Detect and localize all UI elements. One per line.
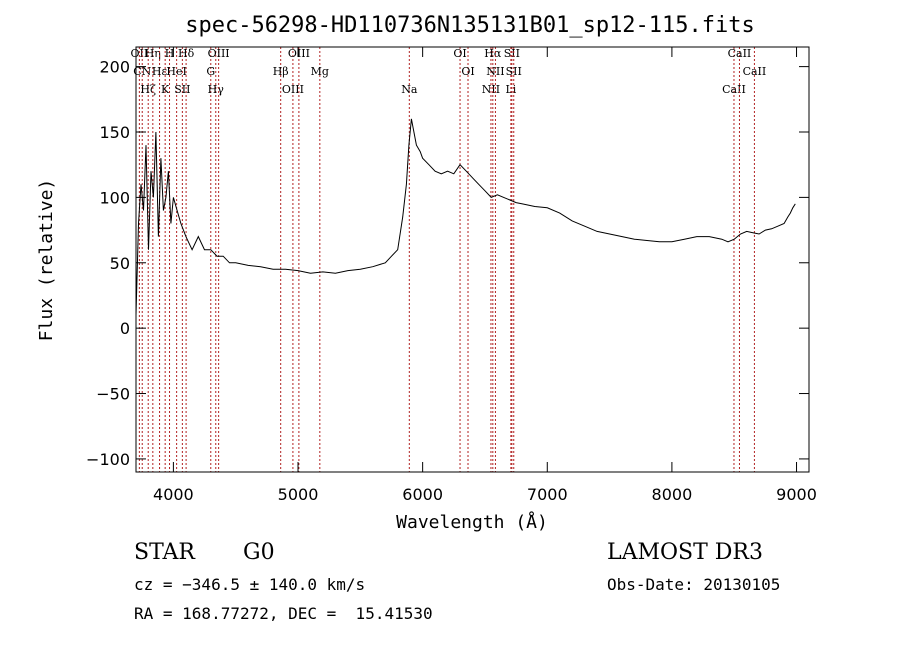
y-tick-label: −50 [96,385,130,404]
survey-name: LAMOST DR3 [607,540,763,565]
line-label: Hγ [208,83,225,96]
plot-frame [135,46,810,473]
line-label: G [206,65,215,78]
line-label: H [165,47,175,60]
line-label: Hδ [178,47,195,60]
line-label: OI [461,65,474,78]
line-label: NII [482,83,500,96]
line-label: Hζ [140,83,156,96]
line-label: Hε [152,65,168,78]
spectrum-line [135,118,796,316]
line-label: OIII [282,83,304,96]
axes: 4000 5000 6000 7000 8000 9000 −100 −50 0 50 100 150… [86,47,817,504]
spectrum-chart: spec-56298-HD110736N135131B01_sp12-115.f… [36,13,817,533]
observation-date: Obs-Date: 20130105 [607,575,781,594]
line-label: CaII [728,47,752,60]
x-tick-label: 5000 [278,485,319,504]
line-label: OII [131,47,149,60]
y-tick-label: 50 [110,254,130,273]
line-label: SII [174,83,190,96]
line-label: Hα [484,47,502,60]
redshift-cz: cz = −346.5 ± 140.0 km/s [134,575,366,594]
line-label: HeI [166,65,186,78]
object-class: STAR [134,540,195,565]
line-label: OIII [208,47,230,60]
object-subclass: G0 [243,540,275,565]
line-label: SII [506,65,522,78]
y-tick-label: 100 [99,188,130,207]
y-tick-label: 150 [99,123,130,142]
line-label: Mg [311,65,329,78]
y-axis-label: Flux (relative) [36,179,57,342]
x-tick-label: 4000 [153,485,194,504]
line-markers: OIICNHζHηHεKHHeISIIHδGHγOIIIHβOIIIOIIIMg… [131,47,767,472]
y-tick-label: −100 [86,450,130,469]
x-tick-label: 7000 [527,485,568,504]
line-label: Hβ [273,65,289,78]
line-label: K [161,83,170,96]
x-tick-label: 6000 [402,485,443,504]
y-tick-label: 200 [99,58,130,77]
line-label: Li [505,83,516,96]
line-label: Hη [145,47,161,60]
line-label: OI [453,47,466,60]
x-tick-label: 8000 [652,485,693,504]
chart-title: spec-56298-HD110736N135131B01_sp12-115.f… [185,13,755,38]
y-tick-label: 0 [120,319,130,338]
line-label: CN [133,65,151,78]
line-label: CaII [743,65,767,78]
ra-dec: RA = 168.77272, DEC = 15.41530 [134,604,433,623]
line-label: OIII [288,47,310,60]
spectrum [135,118,796,316]
line-label: CaII [722,83,746,96]
line-label: SII [504,47,520,60]
line-label: Na [401,83,418,96]
x-tick-label: 9000 [776,485,817,504]
x-axis-label: Wavelength (Å) [396,511,548,533]
line-label: NII [486,65,504,78]
